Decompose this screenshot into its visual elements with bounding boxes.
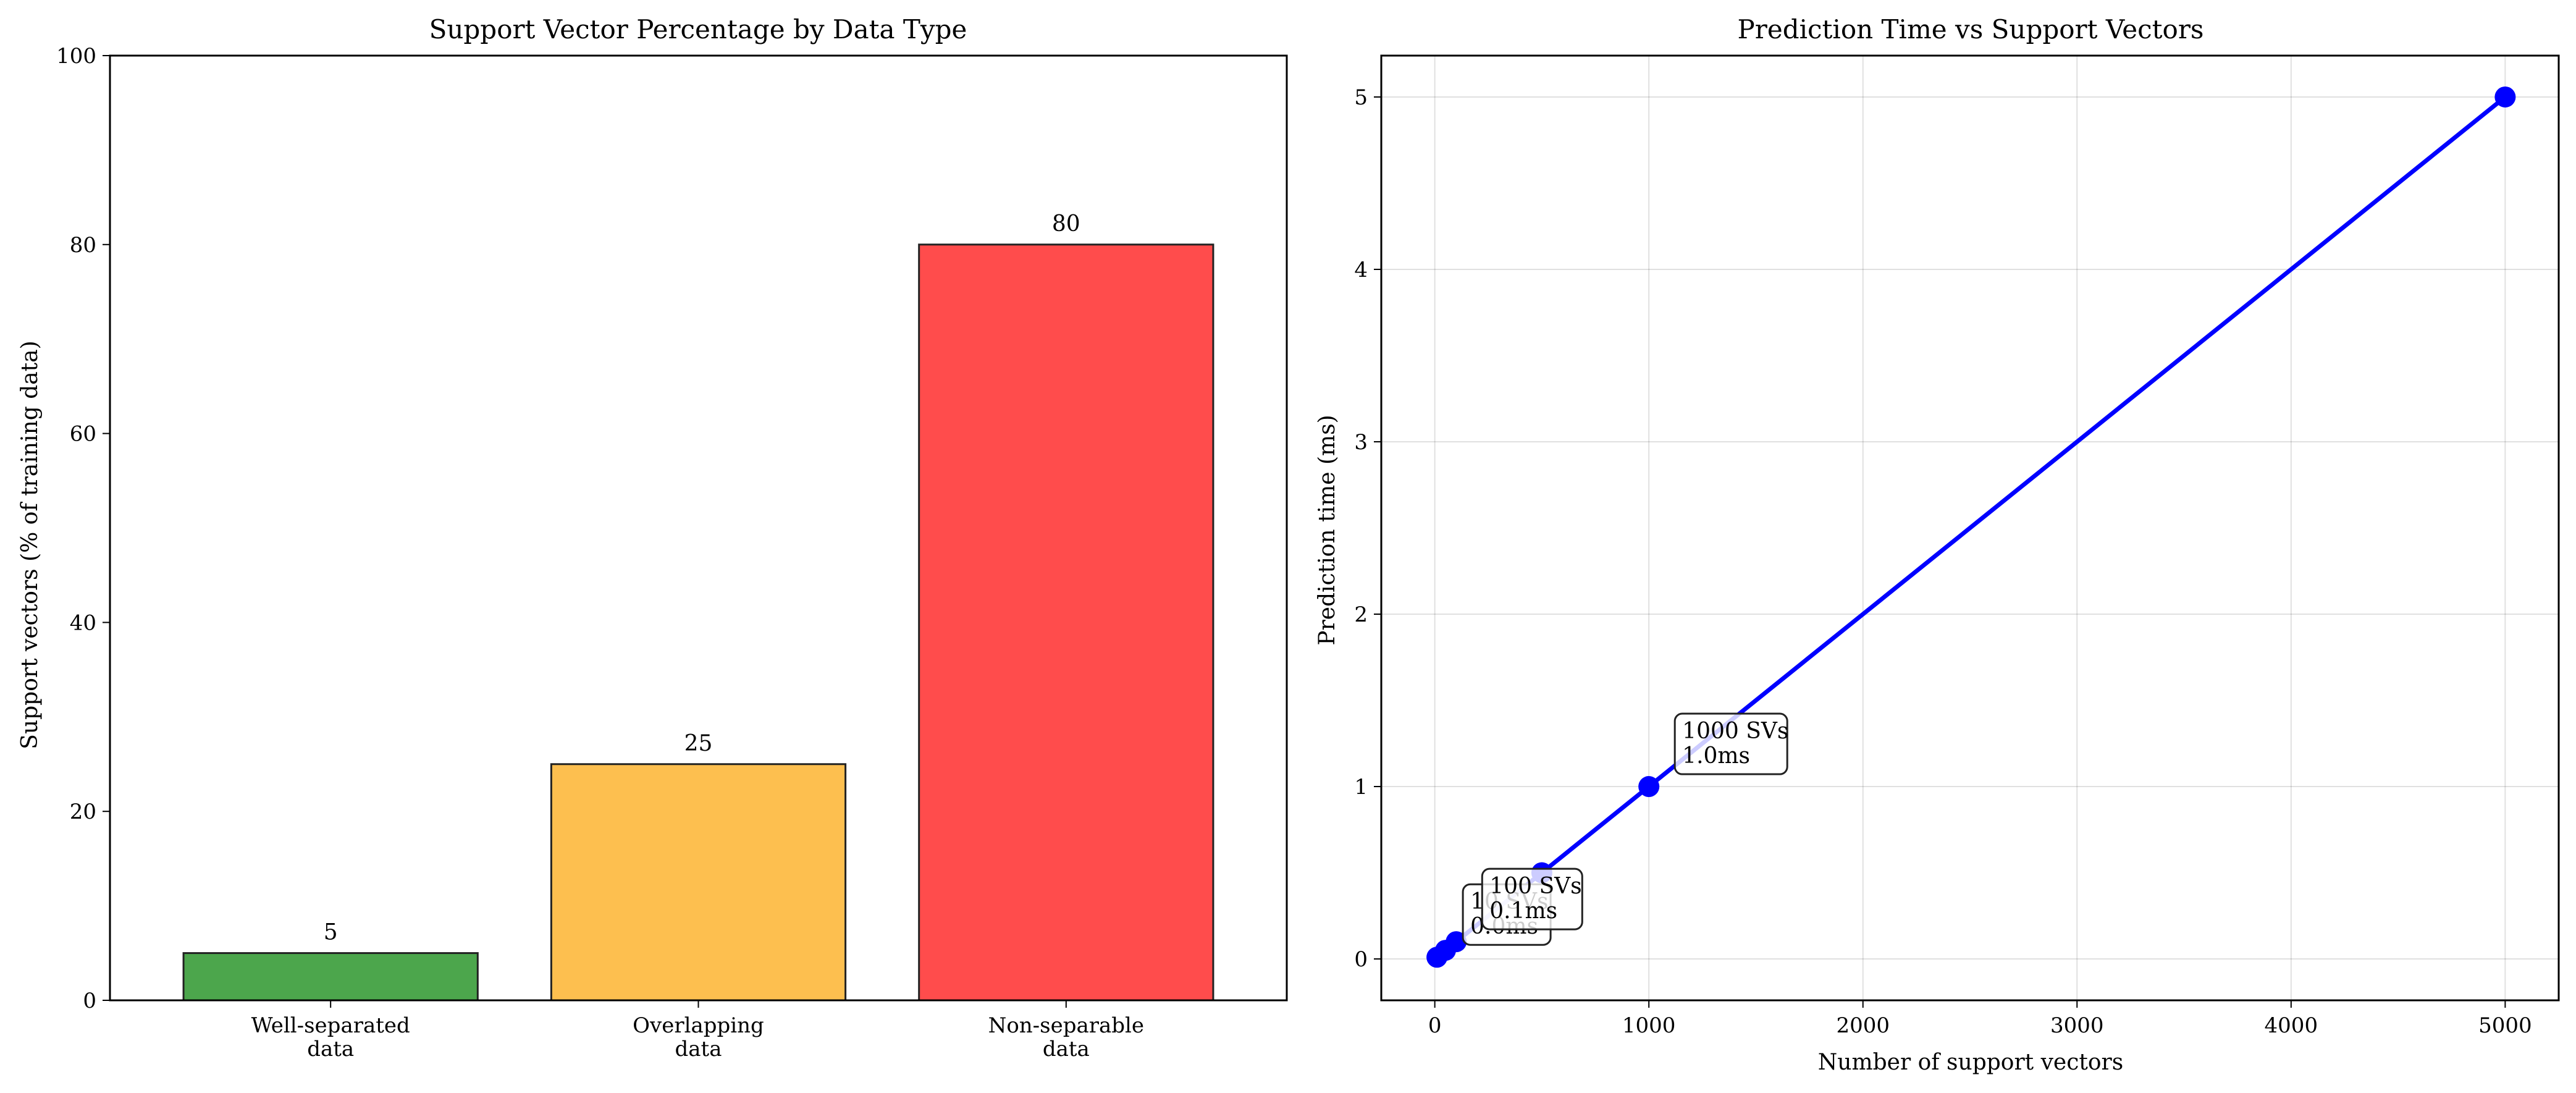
- left-chart: Support Vector Percentage by Data Type S…: [17, 14, 1288, 1061]
- series-line: [1435, 95, 2507, 959]
- y-tick-label-2: 40: [70, 610, 96, 635]
- bar-value-label-2: 80: [1052, 211, 1080, 237]
- left-chart-title: Support Vector Percentage by Data Type: [429, 14, 967, 44]
- x-tick-label-3: 3000: [2050, 1013, 2104, 1038]
- annotation-text-2-1: 1.0ms: [1682, 743, 1750, 769]
- y-tick-label-0: 0: [83, 989, 96, 1013]
- y-tick-label-3: 60: [70, 422, 96, 447]
- series-point-4: [1638, 776, 1660, 798]
- x-tick-label-5: 5000: [2478, 1013, 2532, 1038]
- annotation-text-1-1: 0.1ms: [1489, 898, 1557, 924]
- left-bars: 5 25 80: [182, 211, 1214, 1002]
- y-tick-label-4: 4: [1354, 258, 1368, 282]
- x-tick-label-2-0: Non-separable: [988, 1013, 1145, 1038]
- right-chart-title: Prediction Time vs Support Vectors: [1738, 14, 2204, 44]
- y-tick-label-5: 100: [56, 44, 96, 69]
- right-chart: Prediction Time vs Support Vectors Predi…: [1315, 14, 2560, 1075]
- y-tick-label-2: 2: [1354, 602, 1368, 627]
- left-plot-frame: [109, 54, 1288, 1002]
- bar-0: [182, 952, 479, 1002]
- bar-1: [550, 763, 847, 1002]
- x-tick-label-1-0: Overlapping: [633, 1013, 764, 1038]
- annotation-box-1: [1481, 867, 1583, 931]
- right-grid: [1381, 56, 2559, 1000]
- right-plot-frame: [1380, 54, 2560, 1002]
- series-point-2: [1446, 931, 1467, 953]
- bar-value-label-0: 5: [324, 920, 338, 945]
- y-tick-label-0: 0: [1354, 947, 1368, 972]
- y-tick-label-5: 5: [1354, 85, 1368, 110]
- bar-value-label-1: 25: [684, 731, 713, 756]
- bar-2: [918, 243, 1214, 1002]
- annotation-text-1-0: 100 SVs: [1489, 874, 1581, 899]
- x-tick-label-2-1: data: [1043, 1037, 1090, 1061]
- right-ticks: 0 1000 2000 3000 4000 5000 0 1 2 3 4 5: [1354, 85, 2532, 1038]
- series-point-5: [2494, 86, 2516, 108]
- annotation-box-2: [1673, 712, 1788, 775]
- right-y-axis-label: Prediction time (ms): [1315, 415, 1340, 645]
- x-tick-label-0-0: Well-separated: [251, 1013, 410, 1038]
- x-tick-label-4: 4000: [2265, 1013, 2318, 1038]
- x-tick-label-1-1: data: [675, 1037, 722, 1061]
- x-tick-label-0-1: data: [307, 1037, 354, 1061]
- x-tick-label-0: 0: [1428, 1013, 1442, 1038]
- y-tick-label-3: 3: [1354, 430, 1368, 455]
- y-tick-label-4: 80: [70, 233, 96, 258]
- right-x-axis-label: Number of support vectors: [1818, 1050, 2123, 1075]
- y-tick-label-1: 1: [1354, 775, 1368, 800]
- left-y-axis-label: Support vectors (% of training data): [17, 340, 43, 749]
- left-ticks: Well-separateddataOverlappingdataNon-sep…: [56, 44, 1144, 1061]
- x-tick-label-2: 2000: [1836, 1013, 1890, 1038]
- y-tick-label-1: 20: [70, 800, 96, 824]
- x-tick-label-1: 1000: [1622, 1013, 1676, 1038]
- right-series: [1426, 86, 2516, 968]
- annotation-text-2-0: 1000 SVs: [1682, 719, 1788, 744]
